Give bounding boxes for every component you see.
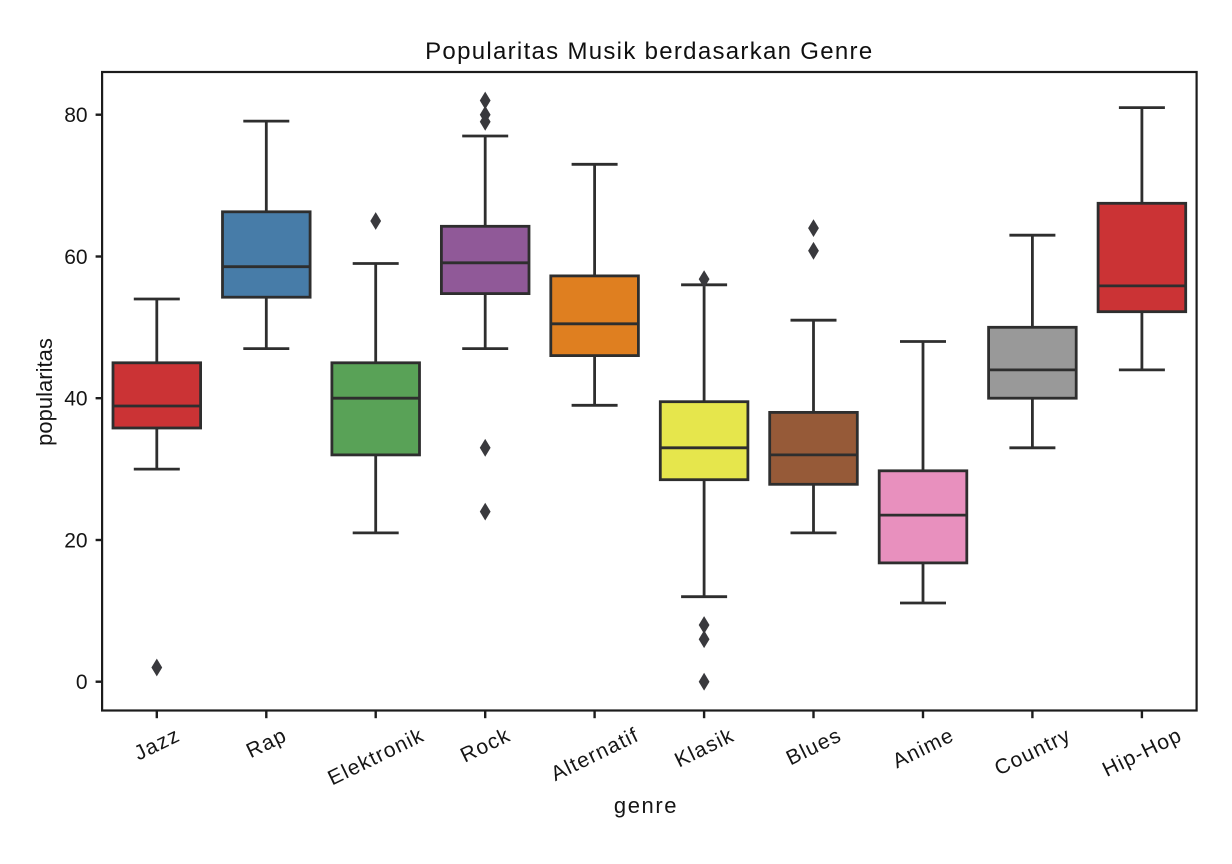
svg-text:20: 20: [64, 530, 87, 553]
svg-text:0: 0: [76, 671, 88, 694]
svg-text:genre: genre: [614, 793, 678, 818]
svg-text:80: 80: [64, 104, 87, 127]
svg-text:popularitas: popularitas: [32, 338, 57, 446]
svg-text:40: 40: [64, 388, 87, 411]
svg-text:Popularitas Musik berdasarkan: Popularitas Musik berdasarkan Genre: [425, 38, 873, 65]
svg-text:60: 60: [64, 246, 87, 269]
